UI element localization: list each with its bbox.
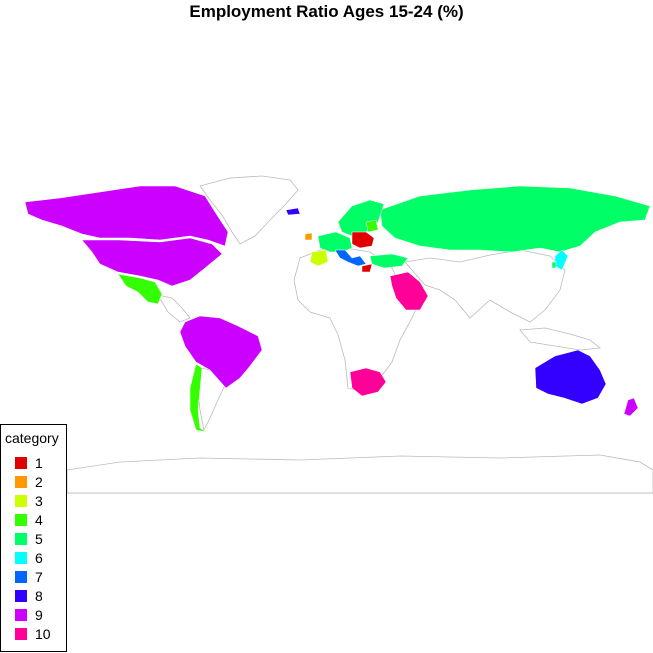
- legend: category 1 2 3 4 5 6 7 8 9 10: [0, 424, 67, 652]
- legend-item: 3: [15, 493, 43, 509]
- region-new-zealand: [623, 397, 639, 417]
- greenland-shape: [199, 175, 299, 245]
- region-mexico: [117, 273, 163, 305]
- map-title: Employment Ratio Ages 15-24 (%): [189, 2, 464, 21]
- legend-swatch: [15, 590, 27, 602]
- legend-label: 9: [35, 607, 43, 623]
- region-baltic: [365, 219, 379, 233]
- legend-swatch: [15, 552, 27, 564]
- region-chile: [189, 363, 207, 433]
- legend-item: 8: [15, 588, 43, 604]
- legend-swatch: [15, 571, 27, 583]
- legend-item: 6: [15, 550, 43, 566]
- legend-item: 7: [15, 569, 43, 585]
- legend-item: 1: [15, 455, 43, 471]
- legend-label: 5: [35, 531, 43, 547]
- region-ireland: [304, 232, 313, 241]
- region-central-europe: [317, 231, 353, 253]
- se-asia-shape: [519, 327, 602, 351]
- legend-item: 9: [15, 607, 43, 623]
- legend-swatch: [15, 628, 27, 640]
- region-united-states: [81, 237, 223, 287]
- legend-swatch: [15, 514, 27, 526]
- antarctica-shape: [66, 454, 653, 494]
- legend-item: 5: [15, 531, 43, 547]
- region-south-america: [179, 315, 263, 389]
- legend-title: category: [5, 430, 59, 446]
- region-scandinavia: [337, 199, 385, 237]
- legend-swatch: [15, 609, 27, 621]
- region-italy-balkans: [334, 249, 367, 267]
- region-australia: [534, 349, 607, 405]
- central-america-shape: [157, 294, 191, 323]
- unshaded-land: [66, 175, 653, 494]
- shaded-countries: [24, 185, 651, 433]
- legend-swatch: [15, 457, 27, 469]
- legend-label: 10: [35, 626, 51, 642]
- region-poland: [351, 231, 375, 249]
- legend-swatch: [15, 476, 27, 488]
- legend-swatch: [15, 495, 27, 507]
- region-greece: [361, 263, 373, 273]
- region-south-africa: [349, 367, 387, 397]
- legend-label: 1: [35, 455, 43, 471]
- legend-label: 2: [35, 474, 43, 490]
- legend-label: 3: [35, 493, 43, 509]
- africa-shape: [293, 247, 421, 393]
- legend-label: 8: [35, 588, 43, 604]
- region-iceland: [285, 207, 301, 216]
- legend-label: 6: [35, 550, 43, 566]
- legend-item: 2: [15, 474, 43, 490]
- region-saudi-arabia: [389, 271, 429, 311]
- legend-item: 4: [15, 512, 43, 528]
- legend-swatch: [15, 533, 27, 545]
- legend-label: 4: [35, 512, 43, 528]
- region-russia: [379, 185, 651, 253]
- legend-label: 7: [35, 569, 43, 585]
- region-japan: [554, 249, 569, 271]
- region-korea: [551, 261, 557, 269]
- asia-shape: [404, 249, 566, 323]
- legend-item: 10: [15, 626, 51, 642]
- region-canada: [24, 185, 229, 247]
- region-spain: [309, 249, 329, 267]
